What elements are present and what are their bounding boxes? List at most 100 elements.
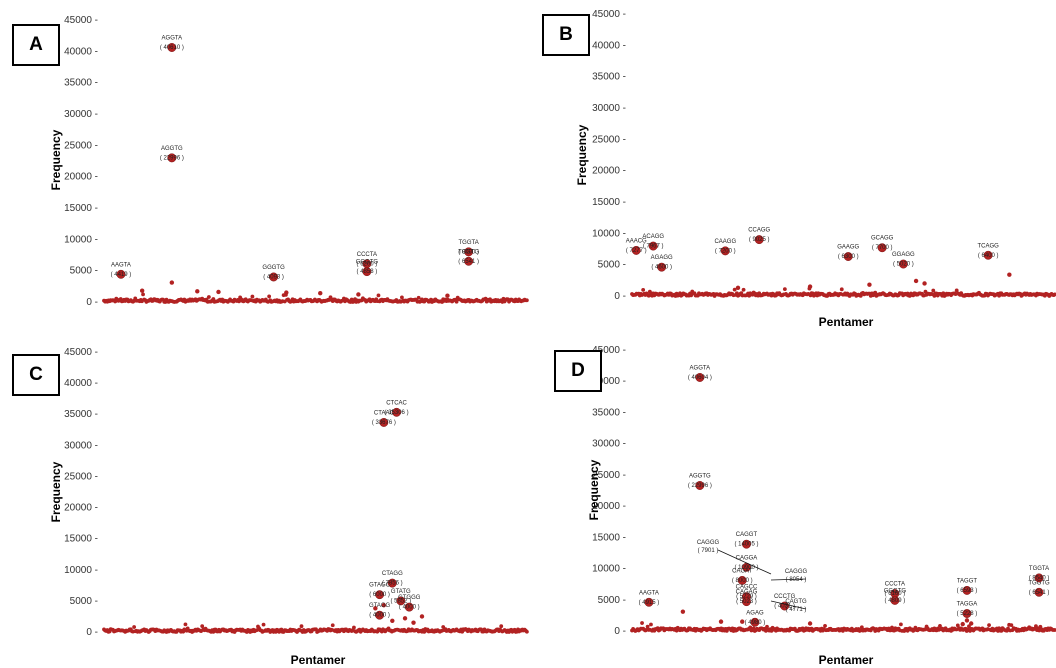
point-label: CCCTA [885, 582, 905, 588]
point-label: CAGAT [732, 568, 753, 574]
data-point [318, 291, 323, 296]
leader-line [717, 549, 772, 575]
point-value: ( 6400 ) [978, 253, 999, 259]
data-point [356, 292, 361, 297]
baseline-point [645, 624, 650, 629]
labeled-data-point [750, 617, 760, 627]
y-tick-label: 45000 - [64, 15, 98, 26]
point-value: ( 4093 ) [263, 274, 284, 280]
point-value: ( 6200 ) [357, 261, 378, 267]
point-value: ( 4980 ) [745, 620, 766, 626]
labeled-data-point [116, 269, 126, 279]
point-value: ( 22996 ) [160, 155, 184, 161]
y-tick-label: 10000 - [592, 564, 626, 575]
y-tick-label: 40000 - [592, 40, 626, 51]
labeled-data-point [269, 272, 279, 282]
labeled-data-point [742, 539, 751, 549]
y-tick-label: 20000 - [64, 503, 98, 514]
point-value: ( 7856 ) [382, 581, 403, 587]
point-value: ( 5023 ) [736, 599, 757, 605]
point-value: ( 7967 ) [643, 244, 664, 250]
y-tick-label: 25000 - [64, 140, 98, 151]
labeled-data-point [362, 267, 372, 277]
leader-line [770, 600, 807, 610]
point-label: TCGTG [458, 249, 479, 255]
point-value: ( 6000 ) [369, 592, 390, 598]
scatter-chart-b: 0 - 5000 - 10000 - 15000 - 20000 - 25000 - 300… [575, 9, 1056, 329]
y-tick-label: 15000 - [64, 534, 98, 545]
point-label: CAGCC [736, 585, 758, 591]
labeled-data-point [890, 595, 900, 605]
point-label: GGAGG [892, 252, 915, 258]
point-label: TGGTG [1028, 580, 1050, 586]
labeled-data-point [375, 590, 385, 600]
labeled-data-point [631, 245, 641, 255]
data-point [411, 620, 416, 625]
point-label: CTAGG [382, 571, 403, 577]
baseline-point [649, 622, 653, 627]
baseline-point [183, 622, 188, 627]
baseline-point [646, 293, 651, 298]
panel-a: 0 - 5000 - 10000 - 15000 - 20000 - 25000 - 300… [0, 0, 529, 330]
point-label: AAACG [626, 238, 647, 244]
y-axis-label: Frequency [587, 459, 601, 520]
data-point [1007, 272, 1012, 277]
y-tick-label: 20000 - [592, 166, 626, 177]
point-label: AGGTA [162, 36, 183, 42]
data-point [913, 278, 919, 284]
baseline-points [102, 622, 529, 634]
y-tick-label: 5000 - [598, 595, 626, 606]
point-label: AAGTA [639, 590, 659, 596]
point-value: ( 5228 ) [957, 611, 978, 617]
leader-line [770, 578, 807, 581]
data-point [807, 621, 813, 626]
data-point [964, 618, 970, 623]
point-value: ( 6593 ) [957, 588, 978, 594]
point-label: AAGTA [111, 262, 131, 268]
baseline-point [454, 299, 459, 304]
data-point [922, 281, 927, 286]
baseline-point [732, 287, 737, 292]
point-label: AGGTG [161, 146, 183, 152]
labeled-data-point [843, 252, 853, 261]
point-value: ( 6541 ) [1029, 590, 1050, 596]
baseline-point [524, 629, 529, 634]
annotation-value: ( 8054 ) [786, 577, 807, 583]
point-value: ( 6541 ) [458, 259, 479, 265]
y-tick-label: 40000 - [64, 378, 98, 389]
baseline-point [1052, 628, 1056, 632]
data-point [735, 285, 741, 291]
baseline-point [499, 624, 504, 629]
data-point [195, 289, 200, 294]
labeled-data-point [983, 250, 993, 260]
baseline-point [782, 287, 787, 292]
baseline-point [1009, 623, 1014, 628]
data-point [960, 621, 965, 627]
point-label: GGGTG [262, 265, 285, 271]
point-value: ( 4000 ) [399, 605, 420, 611]
annotation-value: ( 4771 ) [786, 607, 807, 613]
labeled-data-point [379, 418, 389, 427]
data-point [445, 293, 450, 298]
baseline-point [352, 625, 356, 630]
labeled-data-point [898, 259, 908, 269]
point-label: GGGTG [356, 260, 379, 266]
y-tick-label: 15000 - [592, 197, 626, 208]
y-tick-label: 30000 - [592, 439, 626, 450]
x-axis-label: Pentamer [291, 653, 346, 667]
point-label: CAGAG [736, 590, 758, 596]
y-tick-label: 10000 - [592, 228, 626, 239]
data-point [680, 609, 686, 614]
point-value: ( 4858 ) [357, 269, 378, 275]
y-tick-label: 25000 - [64, 471, 98, 482]
baseline-point [524, 298, 529, 303]
baseline-point [211, 297, 216, 301]
data-point [390, 618, 395, 623]
labeled-data-point [644, 597, 654, 607]
point-label: AGAG [746, 610, 764, 616]
labeled-data-point [1034, 587, 1044, 597]
point-label: TGGTA [459, 240, 479, 246]
point-label: AGGTA [690, 365, 711, 371]
y-tick-label: 15000 - [592, 532, 626, 543]
baseline-point [859, 625, 864, 630]
